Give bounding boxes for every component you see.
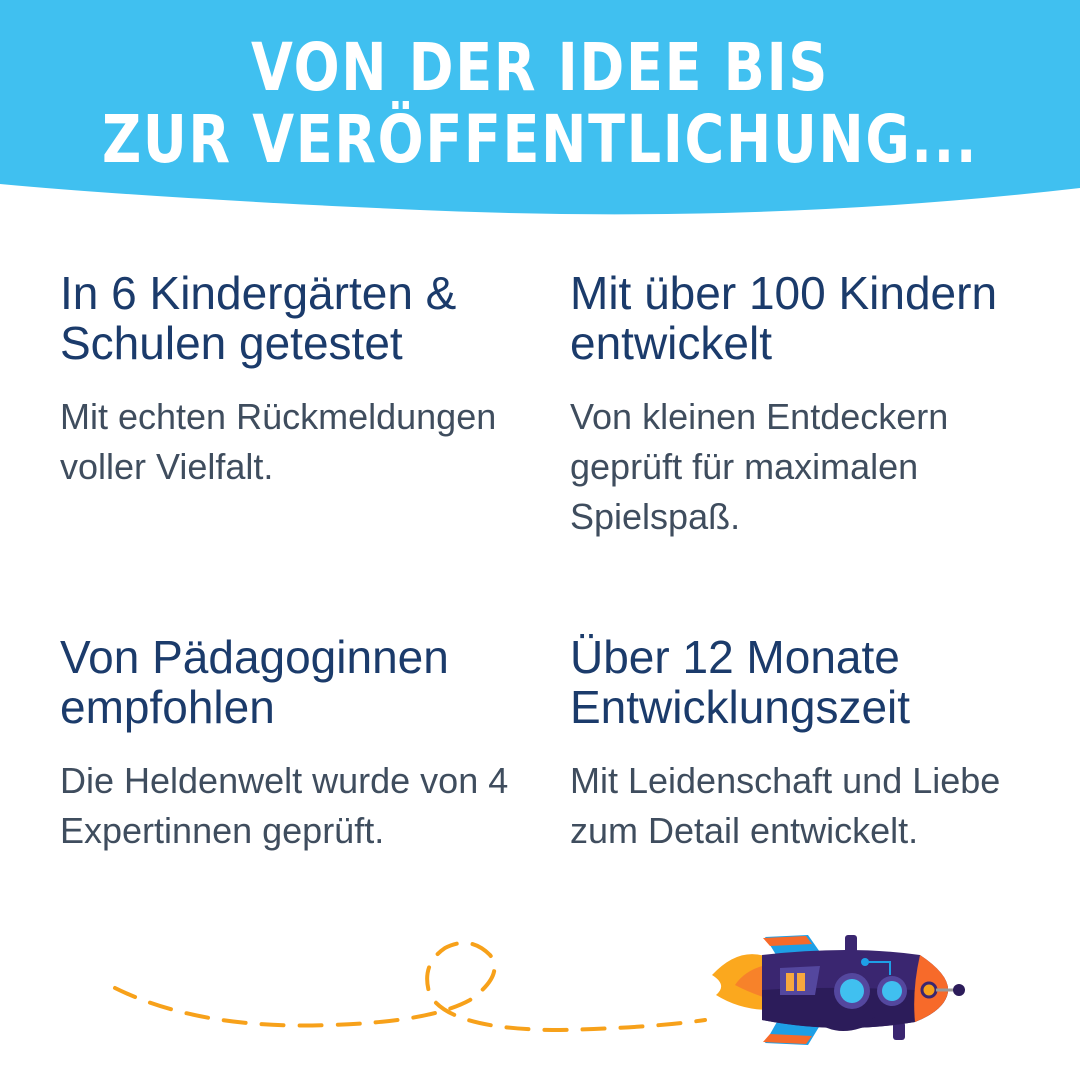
feature-children: Mit über 100 Kindern entwickelt Von klei… xyxy=(570,268,1050,542)
title-line-2: ZUR VERÖFFENTLICHUNG... xyxy=(101,101,979,178)
feature-heading: In 6 Kindergärten & Schulen getestet xyxy=(60,267,457,369)
feature-text: Die Heldenwelt wurde von 4 Expertinnen g… xyxy=(60,760,509,851)
feature-development-time: Über 12 Monate Entwicklungszeit Mit Leid… xyxy=(570,632,1050,856)
feature-text: Mit Leidenschaft und Liebe zum Detail en… xyxy=(570,760,1001,851)
header-banner xyxy=(0,0,1080,215)
rocket-illustration xyxy=(113,935,965,1045)
feature-recommended: Von Pädagoginnen empfohlen Die Heldenwel… xyxy=(60,632,540,856)
rocket-icon xyxy=(712,935,965,1045)
feature-text: Mit echten Rückmeldungen voller Vielfalt… xyxy=(60,396,497,487)
feature-heading: Mit über 100 Kindern entwickelt xyxy=(570,267,998,369)
feature-tested: In 6 Kindergärten & Schulen getestet Mit… xyxy=(60,268,540,492)
page-title: VON DER IDEE BIS ZUR VERÖFFENTLICHUNG... xyxy=(0,32,1080,176)
feature-text: Von kleinen Entdeckern geprüft für maxim… xyxy=(570,396,949,537)
flight-path xyxy=(113,940,707,1033)
feature-heading: Über 12 Monate Entwicklungszeit xyxy=(570,631,911,733)
title-line-1: VON DER IDEE BIS xyxy=(251,29,829,106)
feature-heading: Von Pädagoginnen empfohlen xyxy=(60,631,449,733)
